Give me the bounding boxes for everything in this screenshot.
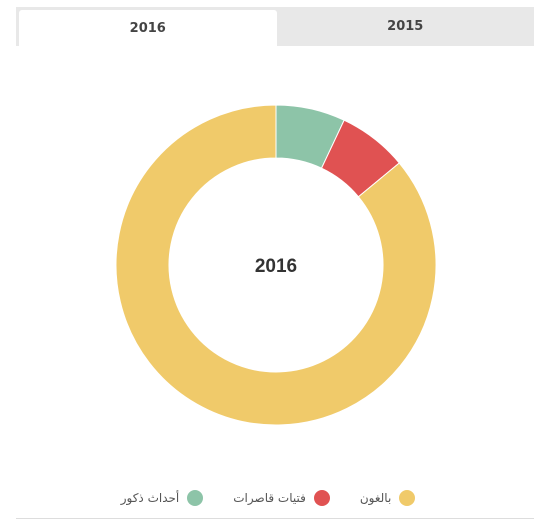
year-tabs: 2016 2015 [16, 7, 534, 46]
legend-label-juvenile-males: أحداث ذكور [120, 491, 180, 505]
divider [16, 518, 534, 519]
donut-chart: 2016 [115, 104, 437, 426]
chart-center-label: 2016 [255, 256, 297, 277]
legend-swatch-juvenile-males [187, 490, 204, 506]
legend-item-minor-girls[interactable]: فتيات قاصرات [233, 490, 330, 506]
legend-label-adults: بالغون [359, 491, 392, 505]
tab-2015[interactable]: 2015 [387, 19, 424, 34]
legend-swatch-minor-girls [313, 490, 330, 506]
chart-legend: بالغون فتيات قاصرات أحداث ذكور [0, 487, 536, 509]
legend-label-minor-girls: فتيات قاصرات [233, 491, 306, 505]
legend-swatch-adults [399, 490, 416, 506]
slice-adults[interactable] [115, 104, 437, 426]
tab-2016[interactable]: 2016 [19, 10, 277, 46]
legend-item-juvenile-males[interactable]: أحداث ذكور [121, 490, 204, 506]
legend-item-adults[interactable]: بالغون [359, 490, 416, 506]
